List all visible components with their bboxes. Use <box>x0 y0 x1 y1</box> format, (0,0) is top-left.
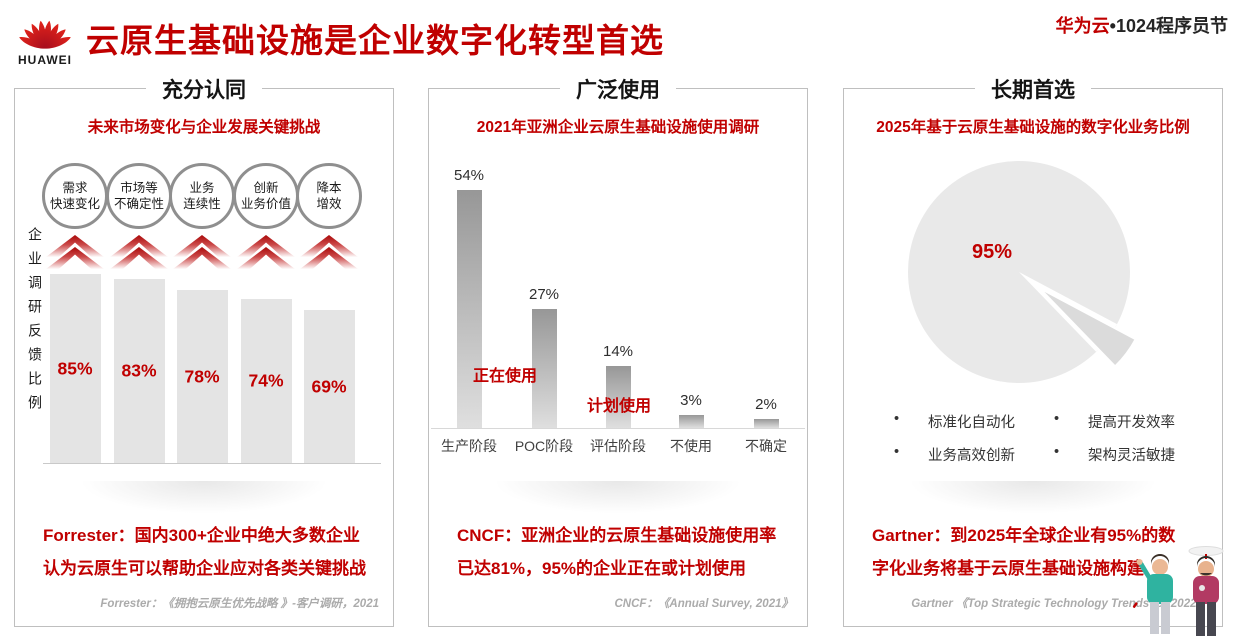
chevron-up-icon <box>237 247 295 269</box>
usage-bar <box>605 366 631 428</box>
bar-value-label: 54% <box>453 167 485 184</box>
bullet-label: 提高开发效率 <box>1088 415 1175 431</box>
annotation-planned-use: 计划使用 <box>587 398 652 415</box>
panel-recognition-subtitle: 未来市场变化与企业发展关键挑战 <box>87 119 321 136</box>
panel-adoption: 广泛使用 2021年亚洲企业云原生基础设施使用调研 54% 生产阶段 27% POC阶… <box>428 74 808 627</box>
bar-value-label: 69% <box>311 376 347 396</box>
benefit-bullet-list: • 标准化自动化 • 提高开发效率 • 业务高效创新 • 架构灵活敏捷 <box>888 411 1208 465</box>
up-arrow-icon <box>46 235 104 269</box>
bar-value-label: 2% <box>755 396 777 413</box>
digital-business-pie-chart <box>908 159 1148 391</box>
category-label: 不使用 <box>670 438 712 454</box>
up-arrow-icon <box>300 235 358 269</box>
bar-value-label: 14% <box>602 343 634 360</box>
bullet-item: • 标准化自动化 <box>888 411 1048 432</box>
huawei-logo-text: HUAWEI <box>18 53 72 67</box>
bar-value-label: 85% <box>57 358 93 378</box>
bullet-item: • 架构灵活敏捷 <box>1048 444 1208 465</box>
survey-bar: 69% <box>303 310 355 463</box>
bar-chart-baseline <box>431 428 805 429</box>
panel-recognition-title: 充分认同 <box>146 74 262 104</box>
panel-adoption-source: CNCF：《Annual Survey, 2021》 <box>614 598 793 610</box>
panel-recognition-caption: Forrester：国内300+企业中绝大多数企业 认为云原生可以帮助企业应对各… <box>43 526 366 579</box>
bar-value-label: 74% <box>248 370 284 391</box>
category-label: 不确定 <box>745 438 787 454</box>
challenge-circle: 业务 连续性 <box>169 163 235 229</box>
bar-value-label: 78% <box>184 366 220 386</box>
bar-value-label: 27% <box>528 286 560 303</box>
up-arrow-icon <box>237 235 295 269</box>
panel-recognition-source: Forrester：《拥抱云原生优先战略 》-客户调研，2021 <box>100 598 379 610</box>
challenge-circle: 降本 增效 <box>296 163 362 229</box>
bullet-item: • 提高开发效率 <box>1048 411 1208 432</box>
survey-bar: 74% <box>240 299 292 463</box>
huawei-logo: HUAWEI <box>10 4 80 67</box>
category-label: POC阶段 <box>514 438 574 454</box>
up-arrow-icon <box>173 235 231 269</box>
bullet-label: 架构灵活敏捷 <box>1088 448 1175 464</box>
bar-chart-y-axis-label: 企业调研反馈比例 <box>27 227 43 419</box>
panel-long-term: 长期首选 2025年基于云原生基础设施的数字化业务比例 95% • 标准化自动化 •… <box>843 74 1223 627</box>
bullet-icon: • <box>894 411 900 427</box>
chevron-up-icon <box>46 247 104 269</box>
huawei-logo-icon <box>19 20 71 49</box>
usage-bar <box>531 309 557 428</box>
panel-adoption-caption: CNCF：亚洲企业的云原生基础设施使用率 已达81%，95%的企业正在或计划使用 <box>457 526 777 579</box>
shadow-decoration <box>497 481 739 513</box>
panel-recognition: 充分认同 未来市场变化与企业发展关键挑战 企业调研反馈比例 需求 快速变化 85%… <box>14 74 394 627</box>
bar-value-label: 83% <box>121 360 157 381</box>
bullet-icon: • <box>1054 411 1060 427</box>
bar-chart-baseline <box>43 463 381 464</box>
shadow-decoration <box>912 481 1154 513</box>
challenge-circle: 市场等 不确定性 <box>106 163 172 229</box>
brand-event-name: •1024程序员节 <box>1109 16 1228 36</box>
panel-long-term-caption: Gartner：到2025年全球企业有95%的数 字化业务将基于云原生基础设施构… <box>872 526 1176 579</box>
panel-long-term-subtitle: 2025年基于云原生基础设施的数字化业务比例 <box>876 119 1190 136</box>
bar-value-label: 3% <box>680 392 702 409</box>
usage-bar <box>456 190 482 428</box>
event-brand: 华为云•1024程序员节 <box>1056 12 1228 38</box>
pie-chart-graphic <box>908 161 1138 383</box>
challenge-circle: 创新 业务价值 <box>233 163 299 229</box>
chevron-up-icon <box>300 247 358 269</box>
pie-value-label: 95% <box>972 241 1013 263</box>
bullet-item: • 业务高效创新 <box>888 444 1048 465</box>
panel-adoption-subtitle: 2021年亚洲企业云原生基础设施使用调研 <box>476 119 760 136</box>
brand-huaweicloud: 华为云 <box>1055 16 1110 36</box>
chevron-up-icon <box>173 247 231 269</box>
bullet-label: 标准化自动化 <box>928 415 1015 431</box>
shadow-decoration <box>83 481 325 513</box>
people-illustration <box>1132 546 1224 636</box>
survey-bar: 83% <box>113 279 165 463</box>
usage-bar <box>678 415 704 428</box>
bullet-label: 业务高效创新 <box>928 448 1015 464</box>
annotation-in-use: 正在使用 <box>473 368 538 385</box>
panel-long-term-title: 长期首选 <box>975 74 1091 104</box>
chevron-up-icon <box>110 247 168 269</box>
usage-bar <box>753 419 779 428</box>
category-label: 评估阶段 <box>590 438 646 454</box>
up-arrow-icon <box>110 235 168 269</box>
panel-adoption-title: 广泛使用 <box>560 74 676 104</box>
page-title: 云原生基础设施是企业数字化转型首选 <box>86 22 664 59</box>
bullet-icon: • <box>1054 444 1060 460</box>
bullet-icon: • <box>894 444 900 460</box>
survey-bar: 85% <box>49 274 101 463</box>
category-label: 生产阶段 <box>441 438 497 454</box>
survey-bar: 78% <box>176 290 228 463</box>
challenge-circle: 需求 快速变化 <box>42 163 108 229</box>
